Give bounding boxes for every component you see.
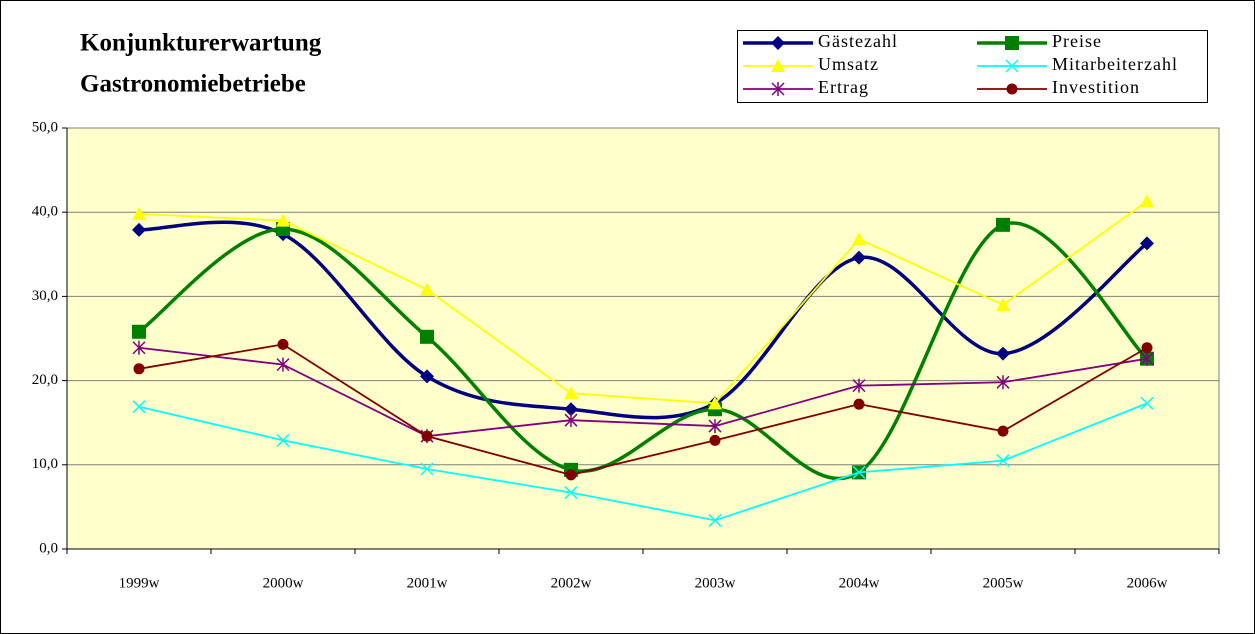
marker bbox=[996, 375, 1010, 390]
series-line bbox=[138, 220, 1149, 420]
marker bbox=[132, 206, 146, 220]
marker bbox=[420, 329, 434, 344]
y-tick-label: 50,0 bbox=[32, 119, 58, 135]
legend-label: Investition bbox=[1052, 77, 1140, 97]
marker bbox=[709, 434, 721, 446]
marker bbox=[133, 363, 145, 375]
legend-label: Umsatz bbox=[818, 54, 879, 74]
series-line bbox=[138, 346, 1148, 438]
x-tick-label: 2001w bbox=[407, 575, 448, 591]
marker bbox=[420, 282, 434, 296]
legend-label: Mitarbeiterzahl bbox=[1052, 54, 1178, 74]
x-tick-label: 2002w bbox=[551, 575, 592, 591]
marker bbox=[420, 369, 434, 384]
marker bbox=[852, 378, 866, 393]
marker bbox=[277, 338, 289, 350]
marker bbox=[708, 419, 722, 434]
series-line bbox=[138, 200, 1148, 405]
marker bbox=[1140, 396, 1154, 410]
marker bbox=[564, 386, 578, 400]
marker bbox=[420, 462, 434, 476]
marker bbox=[276, 213, 290, 227]
marker bbox=[1005, 59, 1019, 73]
x-tick-label: 2005w bbox=[983, 575, 1024, 591]
x-tick-label: 2006w bbox=[1127, 575, 1168, 591]
marker bbox=[852, 465, 866, 479]
marker bbox=[565, 469, 577, 481]
legend-label: Preise bbox=[1052, 31, 1102, 51]
marker bbox=[564, 413, 578, 428]
marker bbox=[771, 59, 785, 72]
marker bbox=[771, 82, 785, 96]
marker bbox=[996, 346, 1010, 361]
marker bbox=[564, 402, 578, 417]
marker bbox=[1141, 342, 1153, 354]
plot-area bbox=[66, 127, 1220, 550]
marker bbox=[132, 324, 146, 339]
marker bbox=[997, 425, 1009, 437]
marker bbox=[996, 454, 1010, 468]
marker bbox=[1140, 351, 1154, 366]
marker bbox=[276, 357, 290, 372]
marker bbox=[421, 430, 433, 442]
chart-title: Konjunkturerwartung bbox=[80, 30, 322, 57]
series-line bbox=[138, 343, 1148, 476]
marker bbox=[132, 222, 146, 237]
marker bbox=[708, 396, 722, 410]
y-tick-label: 30,0 bbox=[32, 288, 58, 304]
y-tick-label: 40,0 bbox=[32, 204, 58, 220]
x-tick-label: 2004w bbox=[839, 575, 880, 591]
marker bbox=[276, 433, 290, 447]
x-tick-label: 1999w bbox=[119, 575, 160, 591]
legend-label: Gästezahl bbox=[818, 31, 898, 51]
series-line bbox=[137, 221, 1149, 481]
y-tick-label: 20,0 bbox=[32, 372, 58, 388]
legend-label: Ertrag bbox=[818, 77, 869, 97]
marker bbox=[853, 398, 865, 410]
marker bbox=[1140, 194, 1154, 208]
x-tick-label: 2000w bbox=[263, 575, 304, 591]
marker bbox=[852, 250, 866, 265]
series-line bbox=[138, 402, 1148, 522]
marker bbox=[771, 36, 785, 50]
y-tick-label: 10,0 bbox=[32, 456, 58, 472]
marker bbox=[852, 232, 866, 246]
x-tick-label: 2003w bbox=[695, 575, 736, 591]
marker bbox=[1005, 36, 1019, 50]
marker bbox=[132, 340, 146, 355]
marker bbox=[1006, 83, 1018, 95]
y-tick-label: 0,0 bbox=[39, 540, 58, 556]
marker bbox=[1140, 236, 1154, 251]
marker bbox=[996, 297, 1010, 311]
chart-title: Gastronomiebetriebe bbox=[80, 71, 306, 98]
marker bbox=[996, 217, 1010, 232]
marker bbox=[708, 513, 722, 527]
marker bbox=[132, 400, 146, 414]
marker bbox=[564, 486, 578, 500]
legend-box bbox=[737, 30, 1208, 103]
